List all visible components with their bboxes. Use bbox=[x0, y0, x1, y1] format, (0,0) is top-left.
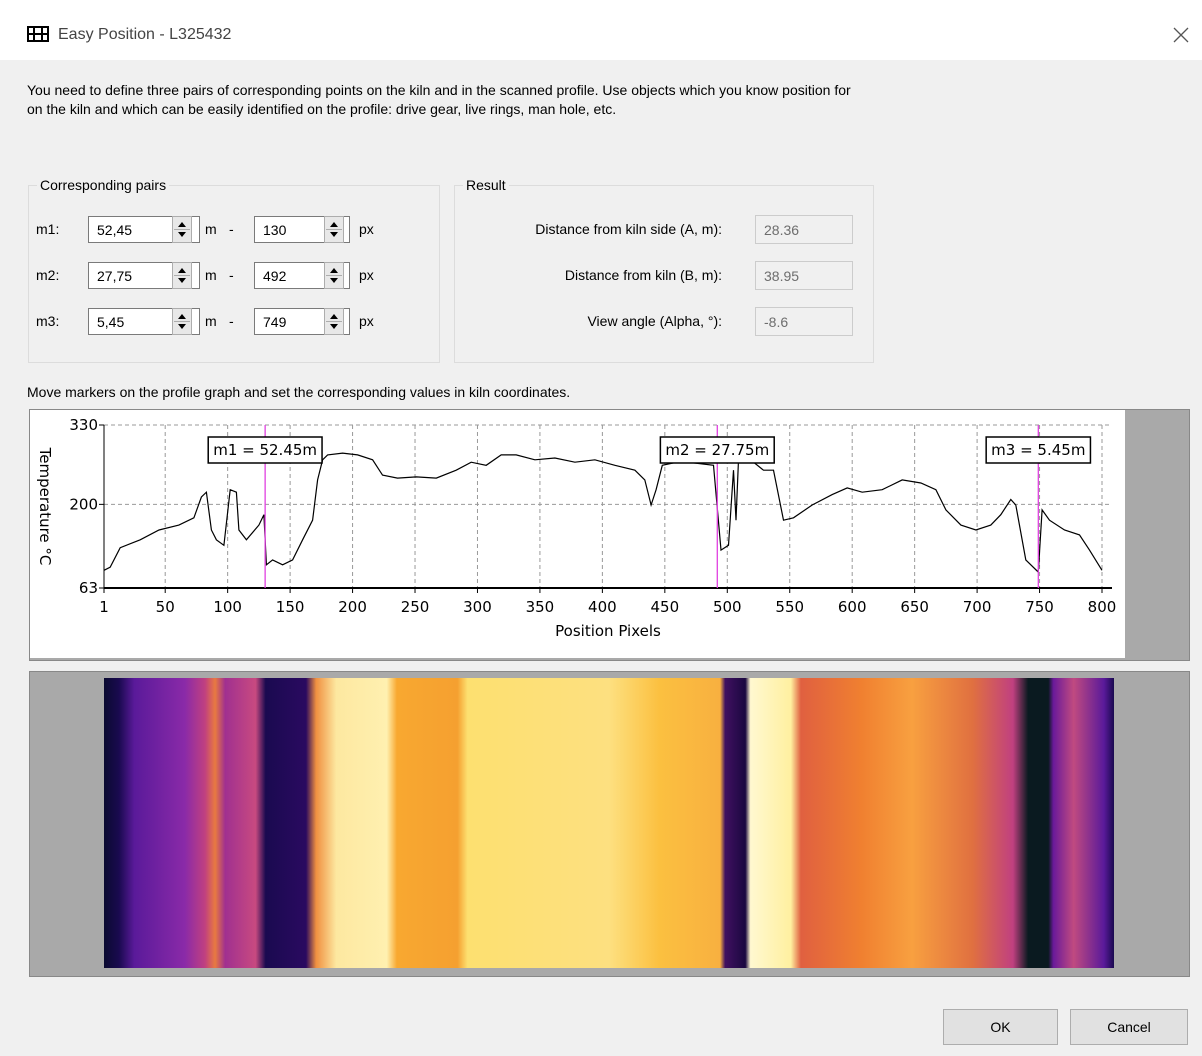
x-tick-label: 650 bbox=[900, 598, 929, 616]
unit: m bbox=[205, 313, 217, 329]
y-tick-label: 330 bbox=[69, 416, 98, 434]
row-label: m3: bbox=[36, 313, 59, 329]
x-tick-label: 500 bbox=[713, 598, 742, 616]
spin-button[interactable] bbox=[172, 216, 192, 243]
result-label: Distance from kiln (B, m): bbox=[460, 267, 722, 283]
y-tick-label: 200 bbox=[69, 495, 98, 513]
x-tick-label: 600 bbox=[838, 598, 867, 616]
result-label: Distance from kiln side (A, m): bbox=[460, 221, 722, 237]
x-tick-label: 700 bbox=[963, 598, 992, 616]
x-tick-label: 450 bbox=[651, 598, 680, 616]
x-tick-label: 50 bbox=[156, 598, 175, 616]
cancel-button[interactable]: Cancel bbox=[1070, 1009, 1188, 1045]
row-label: m2: bbox=[36, 267, 59, 283]
marker-label: m2 = 27.75m bbox=[665, 441, 769, 459]
graph-hint: Move markers on the profile graph and se… bbox=[27, 384, 570, 400]
separator: - bbox=[229, 221, 234, 237]
dialog: Easy Position - L325432 You need to defi… bbox=[0, 0, 1202, 1056]
spin-button[interactable] bbox=[324, 216, 344, 243]
unit: px bbox=[359, 221, 374, 237]
close-button[interactable] bbox=[1172, 26, 1190, 44]
title-bar: Easy Position - L325432 bbox=[0, 0, 1202, 60]
x-tick-label: 300 bbox=[463, 598, 492, 616]
x-tick-label: 1 bbox=[99, 598, 109, 616]
marker-label: m1 = 52.45m bbox=[213, 441, 317, 459]
spin-button[interactable] bbox=[324, 308, 344, 335]
result-label: View angle (Alpha, °): bbox=[460, 313, 722, 329]
spin-button[interactable] bbox=[172, 262, 192, 289]
separator: - bbox=[229, 267, 234, 283]
y-axis-label: Temperature °C bbox=[36, 447, 54, 566]
window-title: Easy Position - L325432 bbox=[58, 26, 231, 44]
y-tick-label: 63 bbox=[79, 579, 98, 597]
separator: - bbox=[229, 313, 234, 329]
unit: px bbox=[359, 313, 374, 329]
result-value: -8.6 bbox=[755, 307, 853, 336]
unit: m bbox=[205, 221, 217, 237]
result-value: 28.36 bbox=[755, 215, 853, 244]
marker-label: m3 = 5.45m bbox=[991, 441, 1085, 459]
row-label: m1: bbox=[36, 221, 59, 237]
x-tick-label: 800 bbox=[1088, 598, 1117, 616]
result-value: 38.95 bbox=[755, 261, 853, 290]
spin-button[interactable] bbox=[324, 262, 344, 289]
x-tick-label: 750 bbox=[1025, 598, 1054, 616]
x-tick-label: 400 bbox=[588, 598, 617, 616]
x-tick-label: 550 bbox=[775, 598, 804, 616]
spin-button[interactable] bbox=[172, 308, 192, 335]
group-title: Result bbox=[463, 177, 509, 193]
unit: px bbox=[359, 267, 374, 283]
x-tick-label: 200 bbox=[338, 598, 367, 616]
ok-button[interactable]: OK bbox=[943, 1009, 1058, 1045]
unit: m bbox=[205, 267, 217, 283]
group-title: Corresponding pairs bbox=[37, 177, 169, 193]
app-icon bbox=[27, 25, 49, 43]
x-tick-label: 100 bbox=[213, 598, 242, 616]
x-tick-label: 150 bbox=[276, 598, 305, 616]
x-tick-label: 350 bbox=[526, 598, 555, 616]
instructions: You need to define three pairs of corres… bbox=[27, 81, 867, 119]
x-tick-label: 250 bbox=[401, 598, 430, 616]
x-axis-label: Position Pixels bbox=[555, 622, 661, 640]
thermal-image bbox=[104, 678, 1114, 968]
